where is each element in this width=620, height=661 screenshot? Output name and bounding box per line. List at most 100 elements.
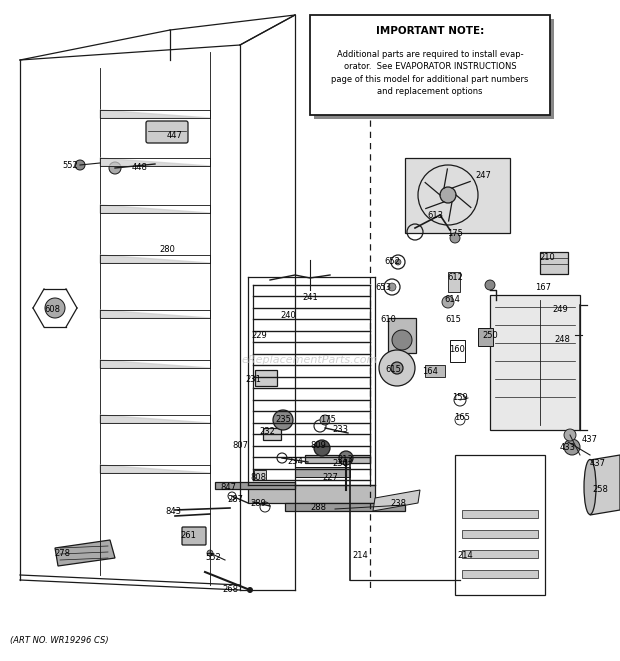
Text: 614: 614 (444, 295, 460, 305)
Polygon shape (590, 455, 620, 515)
Text: 160: 160 (449, 346, 465, 354)
Text: 652: 652 (384, 258, 400, 266)
Bar (295, 467, 350, 477)
Text: 234: 234 (287, 457, 303, 467)
Text: 235: 235 (275, 416, 291, 424)
Text: 214: 214 (457, 551, 473, 559)
Polygon shape (100, 205, 210, 213)
Text: 164: 164 (422, 368, 438, 377)
Text: 250: 250 (482, 332, 498, 340)
Circle shape (391, 362, 403, 374)
Text: 289: 289 (250, 498, 266, 508)
Text: 612: 612 (447, 274, 463, 282)
Text: 167: 167 (535, 284, 551, 293)
Circle shape (388, 283, 396, 291)
Text: 165: 165 (454, 414, 470, 422)
Bar (478, 328, 493, 346)
Circle shape (207, 550, 213, 556)
Polygon shape (100, 415, 210, 423)
Text: 232: 232 (259, 428, 275, 436)
Bar (540, 252, 568, 274)
Bar (490, 295, 580, 430)
Text: 447: 447 (167, 130, 183, 139)
Text: 261: 261 (180, 531, 196, 541)
Polygon shape (100, 255, 210, 263)
Ellipse shape (584, 459, 596, 514)
Bar (305, 455, 370, 463)
Text: Additional parts are required to install evap-
orator.  See EVAPORATOR INSTRUCTI: Additional parts are required to install… (331, 50, 529, 97)
Bar (462, 570, 538, 578)
Text: 240: 240 (280, 311, 296, 319)
Text: 280: 280 (159, 245, 175, 254)
Circle shape (109, 162, 121, 174)
Polygon shape (100, 110, 210, 118)
Text: IMPORTANT NOTE:: IMPORTANT NOTE: (376, 26, 484, 36)
Polygon shape (100, 158, 210, 166)
Polygon shape (373, 490, 420, 511)
Text: 175: 175 (447, 229, 463, 237)
Text: 448: 448 (132, 163, 148, 173)
Text: 809: 809 (310, 440, 326, 449)
Bar (462, 550, 538, 558)
Bar (462, 510, 538, 518)
FancyBboxPatch shape (146, 121, 188, 143)
Text: 807: 807 (232, 440, 248, 449)
Text: 210: 210 (539, 254, 555, 262)
Text: 248: 248 (554, 336, 570, 344)
Text: 238: 238 (390, 498, 406, 508)
Bar (285, 503, 405, 511)
Text: 552: 552 (205, 553, 221, 561)
Bar (450, 340, 465, 362)
Circle shape (339, 451, 353, 465)
Text: 288: 288 (310, 504, 326, 512)
Text: 213: 213 (337, 455, 353, 465)
Text: eReplacementParts.com: eReplacementParts.com (242, 355, 378, 365)
Text: 552: 552 (62, 161, 78, 169)
Text: 808: 808 (250, 473, 266, 483)
Text: 268: 268 (222, 586, 238, 594)
Text: 233: 233 (332, 426, 348, 434)
Bar (255, 370, 277, 386)
Bar (254, 470, 266, 480)
Text: (ART NO. WR19296 CS): (ART NO. WR19296 CS) (10, 636, 108, 645)
Text: 214: 214 (352, 551, 368, 559)
Circle shape (75, 160, 85, 170)
Circle shape (45, 298, 65, 318)
Bar (263, 428, 281, 440)
Bar (448, 272, 460, 292)
Text: 258: 258 (592, 485, 608, 494)
Bar (425, 365, 445, 377)
Bar (215, 482, 295, 489)
Text: 231: 231 (245, 375, 261, 385)
Circle shape (379, 350, 415, 386)
Bar (405, 158, 510, 233)
Text: 615: 615 (385, 366, 401, 375)
Text: 437: 437 (590, 459, 606, 469)
Text: 278: 278 (54, 549, 70, 557)
Bar (455, 455, 545, 595)
Text: 175: 175 (320, 416, 336, 424)
Circle shape (314, 440, 330, 456)
FancyBboxPatch shape (182, 527, 206, 545)
Circle shape (392, 330, 412, 350)
Bar (248, 485, 375, 503)
Polygon shape (100, 310, 210, 318)
Text: 433: 433 (560, 444, 576, 453)
Polygon shape (55, 540, 115, 566)
Circle shape (564, 429, 576, 441)
Text: 241: 241 (302, 293, 318, 303)
Circle shape (320, 415, 330, 425)
Text: 287: 287 (227, 496, 243, 504)
Bar (310, 15, 550, 115)
Circle shape (273, 410, 293, 430)
Bar (314, 19, 554, 119)
Text: 847: 847 (220, 483, 236, 492)
Bar (462, 530, 538, 538)
Text: 843: 843 (165, 508, 181, 516)
Text: 247: 247 (475, 171, 491, 180)
Circle shape (450, 233, 460, 243)
Text: 608: 608 (44, 305, 60, 315)
Text: 230: 230 (332, 459, 348, 467)
Circle shape (395, 259, 401, 265)
Text: 229: 229 (251, 330, 267, 340)
